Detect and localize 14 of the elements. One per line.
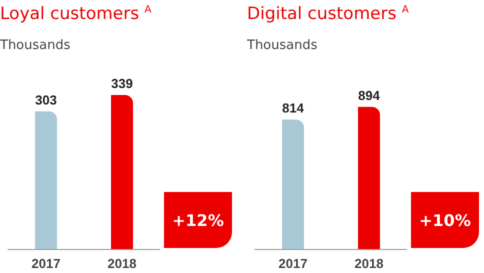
- data-label: 814: [282, 100, 305, 116]
- x-tick-label: 2017: [32, 256, 60, 271]
- chart-title: Loyal customers $^{A}$: [0, 4, 152, 24]
- chart-subtitle: Thousands: [0, 38, 70, 53]
- data-label: 339: [111, 76, 133, 91]
- data-label: 303: [35, 92, 57, 108]
- text: +12%: [164, 192, 232, 248]
- x-tick-label: 2018: [108, 256, 136, 271]
- x-tick-label: 2017: [278, 256, 308, 271]
- text: +10%: [411, 192, 479, 248]
- x-tick-label: 2018: [354, 256, 384, 271]
- chart-subtitle: Thousands: [247, 38, 318, 53]
- data-label: 894: [358, 88, 381, 103]
- chart-title: Digital customers $^{A}$: [247, 4, 409, 24]
